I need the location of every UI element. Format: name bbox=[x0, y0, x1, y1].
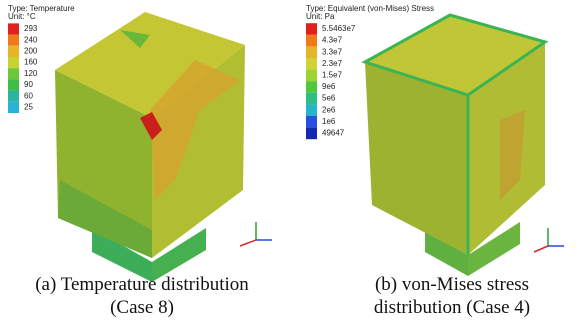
legend-label: 240 bbox=[24, 35, 38, 44]
legend-unit: Unit: Pa bbox=[306, 12, 335, 21]
legend-swatch bbox=[306, 128, 317, 140]
legend-swatch bbox=[306, 93, 317, 105]
legend-label: 2e6 bbox=[322, 105, 336, 114]
caption: (b) von-Mises stress bbox=[375, 274, 529, 295]
caption: (a) Temperature distribution bbox=[35, 274, 249, 295]
legend-label: 4.3e7 bbox=[322, 36, 343, 45]
legend-swatch bbox=[306, 116, 317, 128]
legend-swatch bbox=[306, 46, 317, 58]
legend-swatch bbox=[8, 35, 19, 46]
legend-swatch bbox=[8, 102, 19, 113]
figure: Type: TemperatureUnit: °C293240200160120… bbox=[0, 0, 578, 322]
legend-label: 200 bbox=[24, 47, 38, 56]
legend-swatch bbox=[8, 91, 19, 102]
temperature-model bbox=[55, 12, 245, 282]
caption: distribution (Case 4) bbox=[374, 297, 530, 318]
legend-label: 3.3e7 bbox=[322, 47, 343, 56]
legend-swatch bbox=[8, 57, 19, 68]
legend-label: 49647 bbox=[322, 129, 345, 138]
legend-label: 293 bbox=[24, 24, 38, 33]
legend-label: 9e6 bbox=[322, 82, 336, 91]
legend-label: 5e6 bbox=[322, 94, 336, 103]
caption: (Case 8) bbox=[110, 297, 174, 318]
legend-swatch bbox=[306, 81, 317, 93]
legend-label: 60 bbox=[24, 91, 33, 100]
legend-label: 25 bbox=[24, 103, 33, 112]
legend-swatch bbox=[306, 58, 317, 70]
legend-label: 1e6 bbox=[322, 117, 336, 126]
stress-model bbox=[365, 15, 545, 276]
legend-unit: Unit: °C bbox=[8, 12, 36, 21]
legend-label: 90 bbox=[24, 80, 33, 89]
legend-swatch bbox=[8, 23, 19, 34]
legend-swatch bbox=[306, 104, 317, 116]
legend-swatch bbox=[8, 79, 19, 90]
legend-label: 1.5e7 bbox=[322, 71, 343, 80]
legend-label: 160 bbox=[24, 58, 38, 67]
legend-label: 120 bbox=[24, 69, 38, 78]
legend-label: 2.3e7 bbox=[322, 59, 343, 68]
legend-swatch bbox=[8, 46, 19, 57]
legend-swatch bbox=[306, 23, 317, 35]
legend-swatch bbox=[306, 35, 317, 47]
legend-label: 5.5463e7 bbox=[322, 24, 356, 33]
legend-swatch bbox=[8, 68, 19, 79]
legend-swatch bbox=[306, 70, 317, 82]
